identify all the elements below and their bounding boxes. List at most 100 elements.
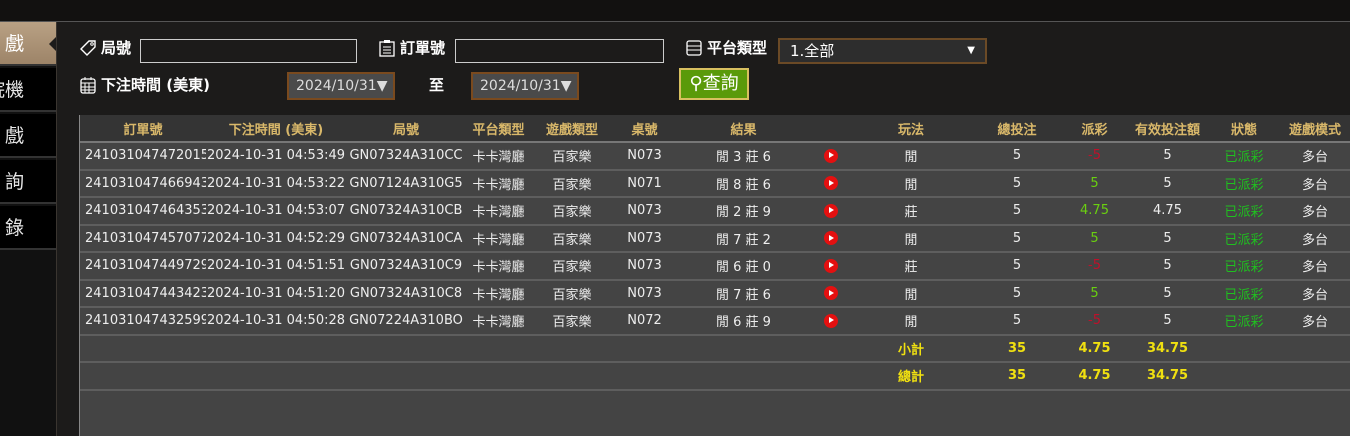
table-cell: 5	[971, 197, 1063, 226]
table-cell: 卡卡灣廳	[466, 279, 531, 308]
order-input[interactable]	[455, 39, 664, 63]
table-cell: 閒 2 莊 9	[676, 197, 811, 226]
chevron-down-icon: ▼	[967, 45, 975, 56]
table-cell: GN07324A310CB	[346, 197, 466, 226]
table-cell	[811, 362, 851, 391]
table-cell	[346, 334, 466, 363]
sidebar-item[interactable]: 詢	[0, 160, 56, 204]
play-video-icon[interactable]	[824, 176, 838, 191]
sidebar-item[interactable]: 錄	[0, 206, 56, 250]
table-cell: 閒 7 莊 2	[676, 224, 811, 253]
platform-select[interactable]: 1.全部 ▼	[778, 38, 987, 64]
round-label-text: 局號	[101, 39, 132, 57]
table-cell: -5	[1063, 307, 1126, 336]
table-cell: 5	[971, 142, 1063, 171]
table-cell: 百家樂	[531, 169, 613, 198]
search-button-label: 查詢	[702, 73, 739, 94]
play-video-icon[interactable]	[824, 286, 838, 301]
table-cell: 241031047443423	[80, 279, 206, 308]
play-video-icon[interactable]	[824, 313, 838, 328]
table-cell: 4.75	[1063, 362, 1126, 391]
play-video-icon[interactable]	[824, 148, 838, 163]
table-cell	[531, 362, 613, 391]
table-cell: 百家樂	[531, 197, 613, 226]
table-cell	[676, 334, 811, 363]
server-icon	[686, 39, 702, 56]
sidebar-item[interactable]: 院機	[0, 68, 56, 112]
table-cell: 241031047464353	[80, 197, 206, 226]
table-cell: 莊	[851, 252, 971, 281]
table-cell: N073	[613, 279, 676, 308]
date-from-picker[interactable]: 2024/10/31▼	[287, 72, 395, 100]
table-cell	[811, 334, 851, 363]
replay-cell	[811, 142, 851, 171]
table-cell: 閒 6 莊 9	[676, 307, 811, 336]
to-label: 至	[429, 76, 445, 94]
table-cell: 莊	[851, 197, 971, 226]
sidebar-item[interactable]: 戲	[0, 22, 56, 66]
table-cell: GN07324A310C8	[346, 279, 466, 308]
search-button[interactable]: ⚲查詢	[679, 68, 749, 100]
table-cell: 卡卡灣廳	[466, 224, 531, 253]
table-cell: N073	[613, 252, 676, 281]
table-cell: 已派彩	[1209, 252, 1279, 281]
table-cell: 5	[1126, 169, 1209, 198]
table-row: 241031047466943 2024-10-31 04:53:22 GN0712…	[80, 169, 1350, 198]
sidebar-item-label: 詢	[4, 171, 24, 193]
table-cell: 多台	[1279, 279, 1350, 308]
table-cell: 2024-10-31 04:50:28	[206, 307, 346, 336]
table-row: 241031047464353 2024-10-31 04:53:07 GN0732…	[80, 197, 1350, 226]
table-cell: -5	[1063, 142, 1126, 171]
table-cell: 閒	[851, 279, 971, 308]
play-video-icon[interactable]	[824, 203, 838, 218]
table-row: 241031047472015 2024-10-31 04:53:49 GN0732…	[80, 142, 1350, 171]
platform-label-text: 平台類型	[707, 39, 768, 57]
table-cell: N073	[613, 142, 676, 171]
table-cell: 卡卡灣廳	[466, 252, 531, 281]
table-cell: 34.75	[1126, 334, 1209, 363]
column-header: 玩法	[851, 115, 971, 143]
table-cell	[80, 334, 206, 363]
tag-icon	[80, 39, 96, 56]
round-label: 局號	[79, 37, 131, 58]
time-label-text: 下注時間 (美東)	[101, 76, 210, 94]
table-cell: 5	[971, 307, 1063, 336]
platform-select-value: 1.全部	[790, 42, 835, 60]
column-header: 遊戲模式	[1279, 115, 1350, 143]
table-cell: 閒 6 莊 0	[676, 252, 811, 281]
column-header: 遊戲類型	[531, 115, 613, 143]
column-header: 派彩	[1063, 115, 1126, 143]
table-cell: 閒 3 莊 6	[676, 142, 811, 171]
table-cell: 卡卡灣廳	[466, 197, 531, 226]
round-input[interactable]	[140, 39, 357, 63]
play-video-icon[interactable]	[824, 258, 838, 273]
table-cell: 卡卡灣廳	[466, 142, 531, 171]
table-cell: 多台	[1279, 169, 1350, 198]
replay-cell	[811, 279, 851, 308]
column-header: 總投注	[971, 115, 1063, 143]
column-header: 有效投注額	[1126, 115, 1209, 143]
play-video-icon[interactable]	[824, 231, 838, 246]
table-cell: 35	[971, 334, 1063, 363]
grand_total-row: 總計 35 4.75 34.75	[80, 362, 1350, 391]
table-cell: 5	[1063, 224, 1126, 253]
table-cell: N073	[613, 197, 676, 226]
table-cell: 閒	[851, 142, 971, 171]
table-row: 241031047443423 2024-10-31 04:51:20 GN0732…	[80, 279, 1350, 308]
platform-label: 平台類型	[685, 37, 767, 58]
table-cell: 閒 8 莊 6	[676, 169, 811, 198]
table-cell: 百家樂	[531, 307, 613, 336]
table-cell: 241031047432599	[80, 307, 206, 336]
sidebar-item[interactable]: 戲	[0, 114, 56, 158]
table-cell: N071	[613, 169, 676, 198]
table-cell: GN07124A310G5	[346, 169, 466, 198]
table-cell: 2024-10-31 04:53:22	[206, 169, 346, 198]
date-to-picker[interactable]: 2024/10/31▼	[471, 72, 579, 100]
table-cell: 多台	[1279, 224, 1350, 253]
table-cell	[1279, 334, 1350, 363]
table-cell: 閒	[851, 224, 971, 253]
table-cell: 241031047457077	[80, 224, 206, 253]
column-header: 狀態	[1209, 115, 1279, 143]
top-bar	[0, 0, 1350, 22]
sidebar-item-label: 院機	[0, 79, 24, 101]
